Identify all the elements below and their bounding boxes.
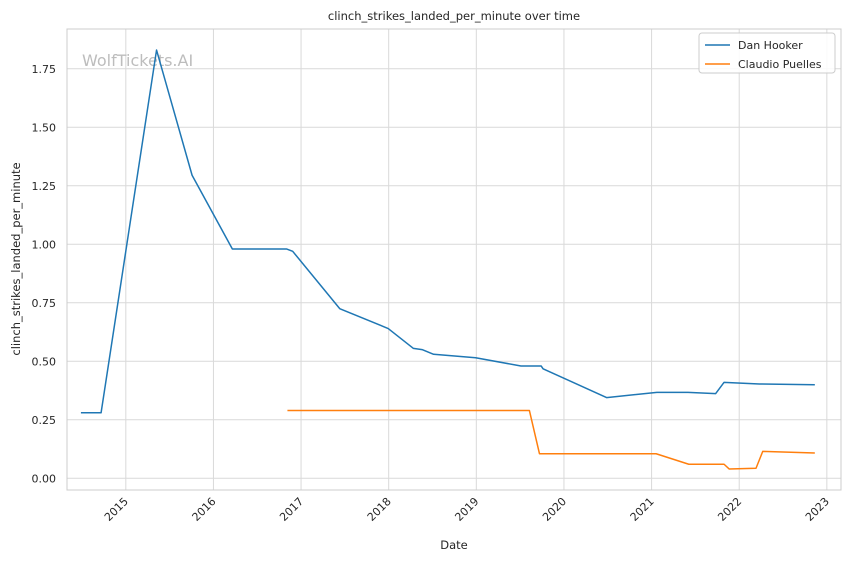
x-axis-label: Date — [440, 538, 468, 552]
chart-title: clinch_strikes_landed_per_minute over ti… — [328, 9, 580, 23]
legend: Dan Hooker Claudio Puelles — [698, 32, 836, 74]
legend-box — [698, 32, 836, 74]
y-axis-label: clinch_strikes_landed_per_minute — [9, 162, 23, 355]
y-tick-label: 0.25 — [32, 414, 57, 427]
y-tick-label: 1.25 — [32, 180, 57, 193]
y-tick-label: 0.00 — [32, 472, 57, 485]
y-tick-label: 0.75 — [32, 297, 57, 310]
y-tick-label: 1.75 — [32, 63, 57, 76]
y-tick-label: 1.00 — [32, 238, 57, 251]
y-tick-label: 0.50 — [32, 355, 57, 368]
legend-label: Dan Hooker — [738, 39, 803, 52]
legend-label: Claudio Puelles — [738, 58, 822, 71]
y-tick-label: 1.50 — [32, 121, 57, 134]
series-line-claudio-puelles — [287, 409, 815, 470]
plot-area — [66, 28, 842, 491]
series-line-dan-hooker — [80, 49, 815, 414]
watermark: WolfTickets.AI — [82, 51, 193, 70]
